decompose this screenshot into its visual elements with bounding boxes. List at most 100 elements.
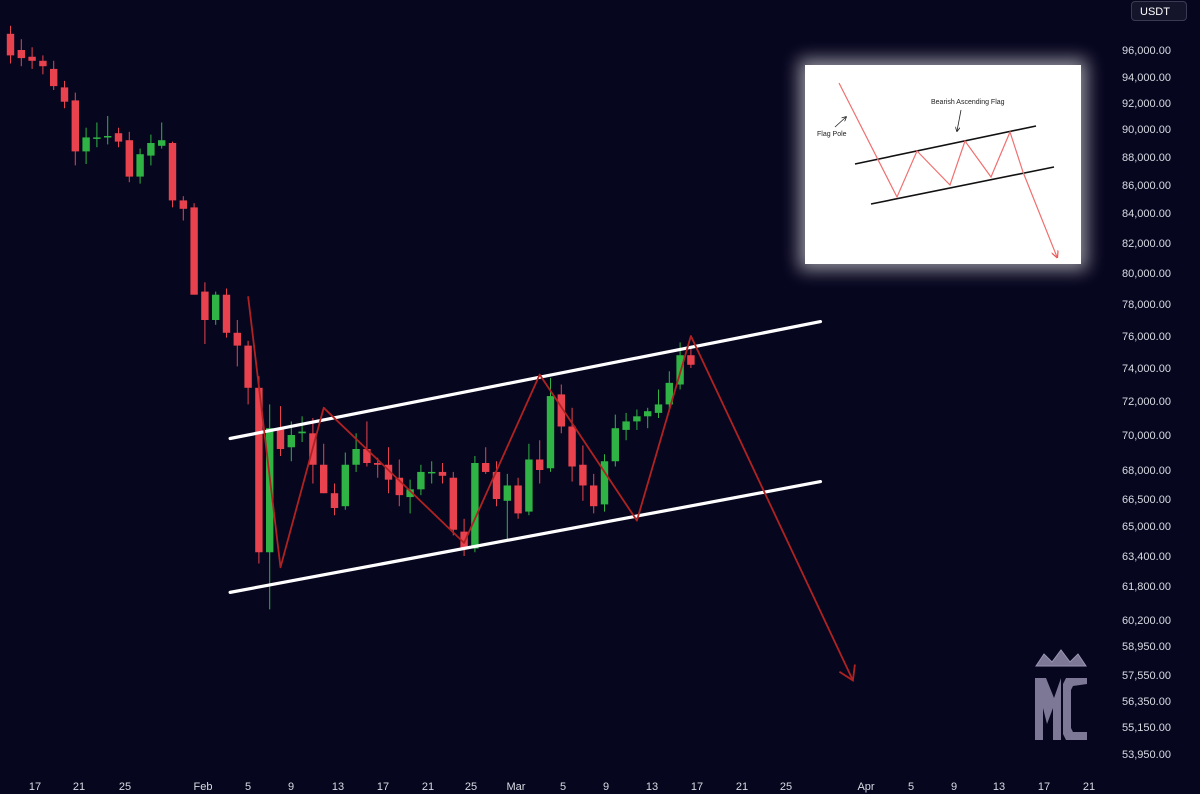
- candle-body: [244, 345, 252, 388]
- inset-pole-arrow: [834, 117, 846, 128]
- candle-body: [39, 60, 47, 67]
- candle-body: [6, 33, 15, 56]
- channel-upper-line: [228, 320, 823, 441]
- price-tick-label: 60,200.00: [1122, 615, 1171, 627]
- price-tick-label: 57,550.00: [1122, 670, 1171, 682]
- brand-logo: [1030, 648, 1092, 744]
- time-tick-label: 5: [908, 781, 914, 793]
- candle-body: [514, 485, 522, 514]
- candle-body: [125, 140, 133, 177]
- time-tick-label: 21: [736, 781, 748, 793]
- candle-body: [136, 154, 144, 177]
- candle-body: [114, 133, 123, 142]
- price-tick-label: 72,000.00: [1122, 396, 1171, 408]
- time-tick-label: 25: [119, 781, 131, 793]
- inset-lower-line: [870, 166, 1055, 205]
- candle-body: [179, 200, 187, 209]
- price-tick-label: 65,000.00: [1122, 521, 1171, 533]
- currency-badge[interactable]: USDT: [1131, 1, 1187, 21]
- price-tick-label: 76,000.00: [1122, 331, 1171, 343]
- candle-body: [579, 464, 587, 486]
- price-tick-label: 94,000.00: [1122, 72, 1171, 84]
- price-tick-label: 82,000.00: [1122, 238, 1171, 250]
- candle-body: [93, 137, 101, 139]
- candle-body: [17, 50, 25, 59]
- price-tick-label: 90,000.00: [1122, 124, 1171, 136]
- time-tick-label: 5: [560, 781, 566, 793]
- candle-body: [341, 464, 349, 507]
- candle-body: [460, 531, 468, 549]
- candle-body: [600, 461, 609, 505]
- candle-body: [428, 471, 436, 474]
- candle-body: [320, 464, 328, 494]
- projection-path: [247, 296, 854, 681]
- candle-body: [363, 449, 371, 463]
- time-tick-label: 5: [245, 781, 251, 793]
- time-tick-label: 9: [288, 781, 294, 793]
- candle-body: [644, 411, 652, 417]
- candle-body: [503, 485, 511, 501]
- candle-body: [492, 471, 501, 499]
- channel-overlay: [228, 296, 856, 682]
- candle-body: [384, 464, 393, 480]
- candle-body: [201, 291, 209, 320]
- candle-body: [28, 56, 36, 61]
- inset-title: Bearish Ascending Flag: [931, 99, 1005, 106]
- time-tick-label: 21: [1083, 781, 1095, 793]
- channel-lower-line: [228, 480, 823, 594]
- candle-body: [222, 294, 231, 333]
- candle-body: [568, 426, 576, 467]
- price-tick-label: 55,150.00: [1122, 722, 1171, 734]
- candle-body: [449, 477, 457, 530]
- candle-body: [71, 100, 79, 152]
- price-tick-label: 80,000.00: [1122, 268, 1171, 280]
- time-tick-label: 17: [1038, 781, 1050, 793]
- candle-body: [590, 485, 598, 507]
- price-tick-label: 63,400.00: [1122, 551, 1171, 563]
- candle-body: [687, 355, 695, 365]
- candle-body: [536, 459, 544, 470]
- time-tick-label: 21: [73, 781, 85, 793]
- candle-body: [82, 137, 90, 152]
- candle-body: [330, 493, 339, 508]
- time-tick-label: Mar: [507, 781, 526, 793]
- candle-body: [266, 428, 274, 553]
- time-tick-label: Apr: [857, 781, 874, 793]
- candle-body: [471, 463, 479, 549]
- candle-body: [654, 404, 663, 413]
- candle-body: [104, 136, 112, 138]
- price-tick-label: 66,500.00: [1122, 494, 1171, 506]
- time-tick-label: 13: [332, 781, 344, 793]
- candle-body: [276, 428, 285, 449]
- candle-body: [212, 294, 220, 320]
- time-tick-label: 13: [646, 781, 658, 793]
- candle-body: [158, 140, 166, 146]
- price-tick-label: 86,000.00: [1122, 180, 1171, 192]
- pattern-inset: Bearish Ascending Flag Flag Pole: [805, 65, 1081, 264]
- inset-price-path: [838, 82, 1057, 257]
- candle-body: [622, 421, 630, 430]
- candle-body: [190, 207, 198, 295]
- price-tick-label: 53,950.00: [1122, 749, 1171, 761]
- price-tick-label: 88,000.00: [1122, 152, 1171, 164]
- candle-body: [417, 471, 425, 490]
- time-tick-label: 9: [951, 781, 957, 793]
- candle-body: [546, 396, 555, 469]
- projection-arrowhead: [838, 664, 856, 682]
- time-tick-label: 13: [993, 781, 1005, 793]
- candle-body: [287, 435, 295, 448]
- price-tick-label: 92,000.00: [1122, 98, 1171, 110]
- candle-body: [665, 382, 673, 405]
- candle-body: [482, 463, 490, 472]
- time-tick-label: 25: [465, 781, 477, 793]
- candles: [6, 25, 695, 610]
- candle-body: [633, 416, 641, 422]
- time-tick-label: 21: [422, 781, 434, 793]
- candle-body: [611, 428, 619, 462]
- time-tick-label: 25: [780, 781, 792, 793]
- candle-body: [298, 431, 306, 434]
- candle-body: [168, 143, 177, 201]
- candle-body: [438, 471, 447, 476]
- pattern-diagram: Bearish Ascending Flag Flag Pole: [817, 82, 1081, 264]
